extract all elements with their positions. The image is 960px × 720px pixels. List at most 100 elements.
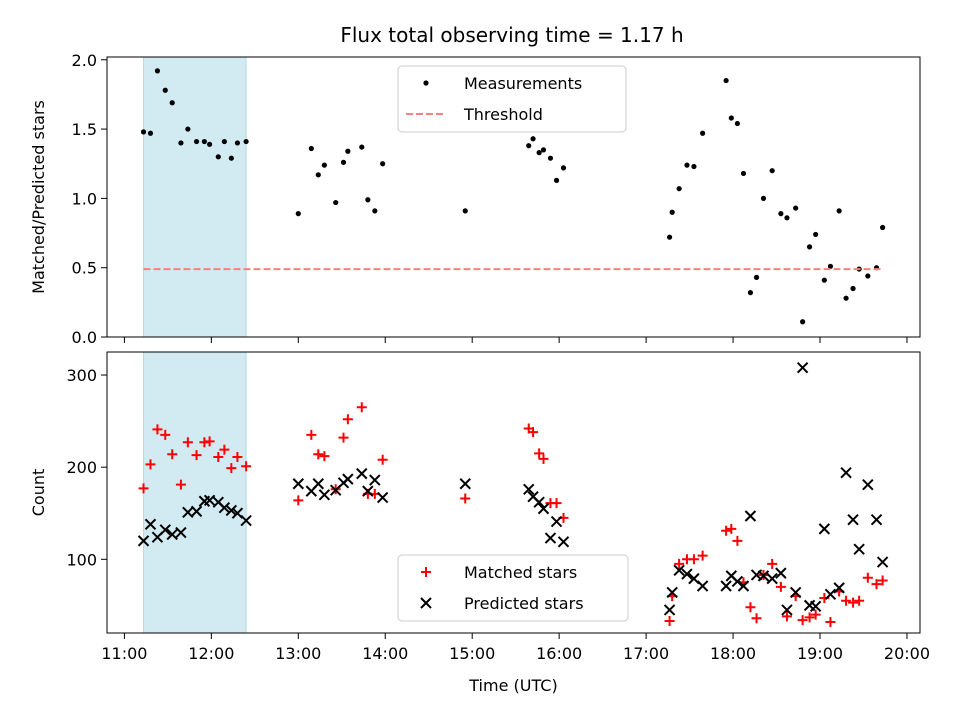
data-point bbox=[169, 100, 175, 106]
data-point bbox=[159, 524, 171, 536]
data-point bbox=[697, 550, 708, 561]
data-point bbox=[234, 140, 241, 146]
data-point bbox=[747, 290, 754, 296]
data-point bbox=[557, 536, 570, 548]
y-axis-label: Count bbox=[29, 469, 48, 517]
data-point bbox=[781, 611, 792, 622]
data-point bbox=[848, 597, 859, 608]
data-point bbox=[540, 147, 547, 153]
data-point bbox=[207, 141, 213, 147]
data-point bbox=[178, 140, 184, 146]
data-point bbox=[813, 231, 819, 238]
y-axis-label: Matched/Predicted stars bbox=[29, 100, 48, 294]
data-point bbox=[342, 414, 353, 425]
data-point bbox=[865, 273, 871, 279]
legend: Matched stars Predicted stars bbox=[397, 554, 629, 622]
y-tick-label: 1.5 bbox=[72, 120, 97, 139]
data-point bbox=[847, 513, 859, 526]
axes-frame bbox=[106, 351, 921, 634]
data-point bbox=[688, 554, 699, 565]
data-point bbox=[775, 567, 787, 579]
y-tick-label: 2.0 bbox=[72, 51, 97, 70]
data-point bbox=[295, 211, 301, 217]
data-point bbox=[854, 595, 865, 606]
data-point bbox=[372, 208, 378, 214]
data-point bbox=[538, 453, 549, 464]
x-tick-label: 18:00 bbox=[710, 644, 756, 663]
data-point bbox=[544, 532, 557, 544]
data-point bbox=[669, 209, 675, 215]
data-point bbox=[182, 437, 193, 448]
data-point bbox=[166, 528, 178, 541]
data-point bbox=[221, 138, 227, 145]
legend-label: Predicted stars bbox=[464, 594, 584, 613]
axes-frame bbox=[106, 56, 921, 338]
data-point bbox=[728, 115, 734, 121]
data-point bbox=[369, 474, 381, 486]
data-point bbox=[218, 501, 231, 514]
data-point bbox=[721, 525, 732, 536]
data-point bbox=[203, 494, 216, 507]
x-tick-label: 20:00 bbox=[884, 644, 930, 663]
data-point bbox=[825, 616, 836, 627]
data-point bbox=[530, 136, 536, 142]
data-point bbox=[862, 478, 874, 491]
x-tick-label: 15:00 bbox=[449, 644, 495, 663]
data-point bbox=[810, 609, 821, 620]
data-point bbox=[175, 479, 186, 490]
data-point bbox=[147, 130, 154, 136]
data-point bbox=[376, 491, 389, 504]
data-point bbox=[862, 572, 873, 583]
data-point bbox=[306, 429, 317, 440]
data-point bbox=[666, 234, 673, 240]
data-point bbox=[321, 162, 327, 168]
data-point bbox=[871, 579, 882, 590]
data-point bbox=[318, 489, 331, 501]
data-point bbox=[193, 138, 200, 145]
legend-label: Measurements bbox=[464, 74, 582, 93]
data-point bbox=[767, 558, 778, 569]
data-point bbox=[821, 277, 827, 283]
data-point bbox=[841, 595, 852, 606]
data-point bbox=[674, 558, 685, 569]
data-point bbox=[201, 138, 207, 145]
data-point bbox=[550, 515, 563, 528]
y-tick-label: 200 bbox=[66, 458, 97, 477]
ratio-panel: 0.0 0.5 1.0 1.5 2.0 Matched/Predicted stars Me… bbox=[29, 51, 921, 347]
data-point bbox=[534, 448, 545, 459]
data-point bbox=[769, 168, 775, 174]
data-point bbox=[137, 535, 150, 547]
data-point bbox=[824, 588, 837, 601]
data-point bbox=[144, 518, 157, 530]
legend: Measurements Threshold bbox=[397, 65, 627, 133]
data-point bbox=[789, 586, 802, 599]
data-point bbox=[870, 513, 883, 526]
legend-label: Matched stars bbox=[464, 563, 577, 582]
data-point bbox=[676, 186, 682, 192]
x-axis-label: Time (UTC) bbox=[468, 676, 557, 695]
legend-marker bbox=[421, 567, 431, 577]
data-point bbox=[228, 155, 234, 161]
data-point bbox=[190, 505, 203, 518]
y-tick-label: 1.0 bbox=[72, 189, 97, 208]
legend-box bbox=[397, 554, 629, 622]
data-point bbox=[664, 616, 675, 627]
data-point bbox=[796, 361, 809, 374]
data-point bbox=[356, 467, 368, 480]
y-tick-label: 0.5 bbox=[72, 259, 97, 278]
data-point bbox=[731, 575, 744, 588]
data-point bbox=[460, 493, 471, 504]
data-point bbox=[734, 120, 741, 127]
data-point bbox=[723, 77, 729, 84]
shaded-interval bbox=[143, 56, 247, 338]
data-point bbox=[243, 138, 249, 145]
data-point bbox=[560, 165, 567, 171]
data-point bbox=[536, 150, 542, 156]
data-point bbox=[308, 145, 314, 152]
data-point bbox=[757, 570, 770, 582]
data-point bbox=[459, 478, 471, 490]
series-predicted-stars bbox=[137, 361, 889, 616]
x-tick-label: 19:00 bbox=[797, 644, 843, 663]
data-point bbox=[800, 319, 806, 325]
data-point bbox=[663, 604, 676, 616]
